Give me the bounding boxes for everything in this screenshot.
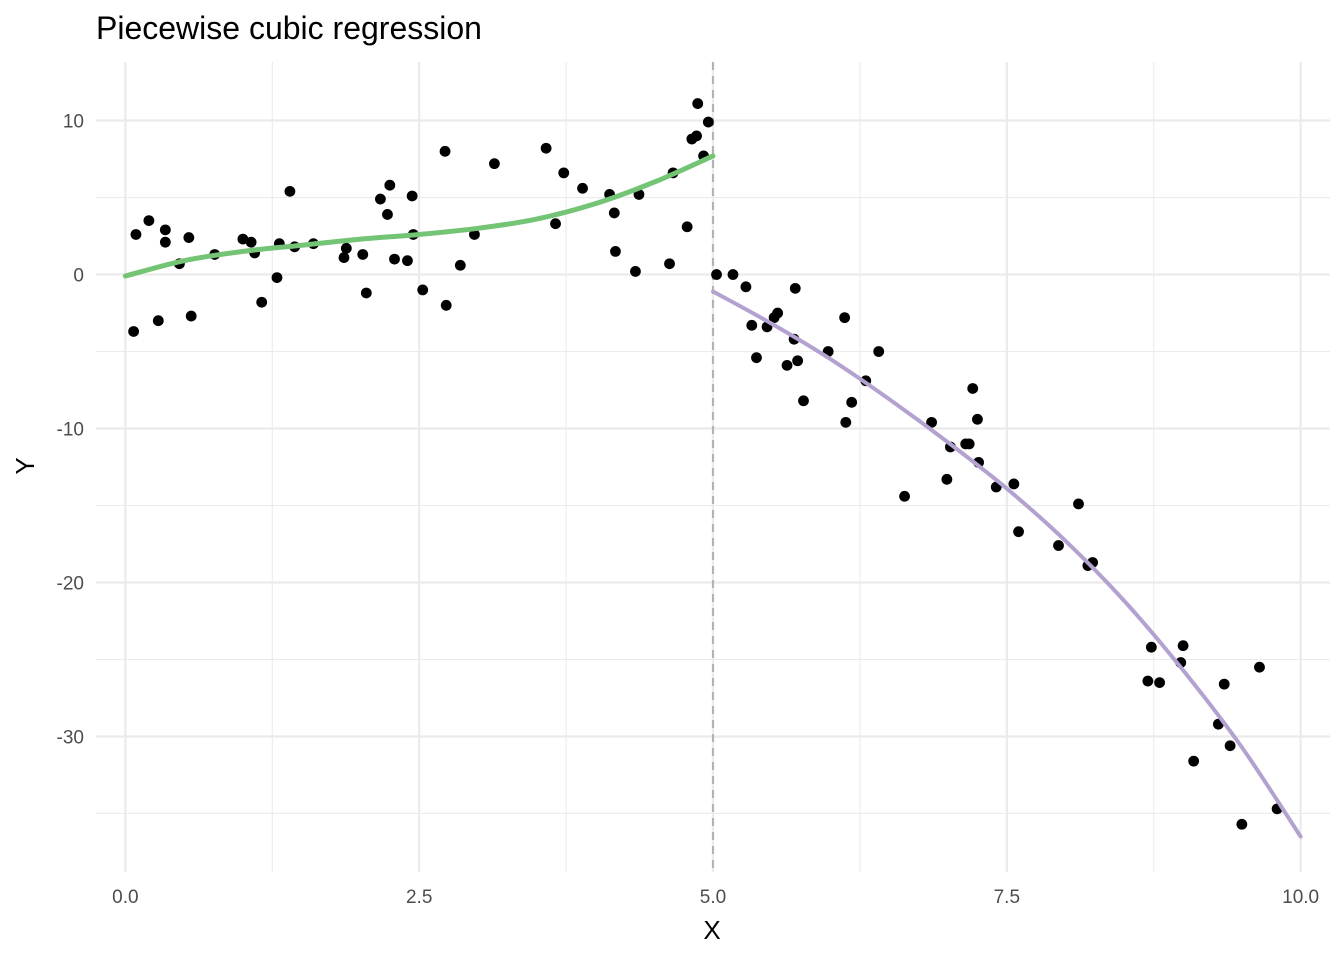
data-points bbox=[128, 98, 1283, 830]
data-point bbox=[1254, 661, 1265, 673]
y-axis-ticks: 10 0 -10 -20 -30 bbox=[57, 112, 84, 749]
x-tick-label: 2.5 bbox=[406, 887, 432, 908]
data-point bbox=[159, 224, 171, 236]
data-point bbox=[681, 221, 693, 233]
x-axis-ticks: 0.0 2.5 5.0 7.5 10.0 bbox=[112, 887, 1319, 908]
y-axis-title: Y bbox=[10, 457, 40, 474]
data-point bbox=[727, 269, 739, 280]
data-point bbox=[711, 269, 722, 280]
x-axis-title: X bbox=[703, 915, 720, 945]
data-point bbox=[873, 346, 885, 357]
data-point bbox=[159, 236, 171, 248]
data-point bbox=[630, 266, 641, 277]
data-point bbox=[789, 282, 801, 294]
data-point bbox=[357, 249, 369, 260]
data-point bbox=[128, 326, 140, 337]
data-point bbox=[798, 395, 809, 407]
data-point bbox=[1224, 740, 1236, 752]
data-point bbox=[664, 258, 675, 270]
data-point bbox=[558, 167, 570, 179]
data-point bbox=[340, 242, 352, 254]
data-point bbox=[577, 182, 588, 194]
data-point bbox=[1154, 677, 1165, 688]
data-point bbox=[130, 229, 142, 240]
data-point bbox=[360, 287, 372, 299]
data-point bbox=[1008, 478, 1020, 490]
data-point bbox=[840, 416, 852, 428]
data-point bbox=[469, 229, 480, 240]
data-point bbox=[382, 209, 393, 220]
data-point bbox=[1145, 641, 1157, 653]
data-point bbox=[692, 98, 704, 109]
data-point bbox=[967, 383, 979, 394]
y-tick-label: 0 bbox=[73, 266, 84, 287]
data-point bbox=[746, 319, 758, 331]
data-point bbox=[1177, 640, 1189, 652]
data-point bbox=[1218, 678, 1230, 690]
data-point bbox=[740, 281, 752, 293]
data-point bbox=[899, 490, 910, 502]
data-point bbox=[338, 252, 350, 263]
data-point bbox=[454, 259, 466, 271]
data-point bbox=[926, 416, 937, 428]
x-tick-label: 0.0 bbox=[112, 887, 138, 908]
data-point bbox=[439, 145, 451, 157]
data-point bbox=[406, 190, 418, 202]
data-point bbox=[237, 233, 249, 245]
data-point bbox=[1073, 498, 1084, 510]
data-point bbox=[846, 396, 858, 408]
x-tick-label: 5.0 bbox=[700, 887, 726, 908]
data-point bbox=[440, 299, 452, 311]
data-point bbox=[941, 473, 953, 485]
data-point bbox=[963, 438, 975, 450]
data-point bbox=[1188, 755, 1200, 767]
data-point bbox=[550, 218, 561, 230]
data-point bbox=[402, 255, 413, 267]
y-tick-label: -10 bbox=[57, 420, 84, 441]
data-point bbox=[1013, 526, 1024, 538]
data-point bbox=[1142, 675, 1154, 687]
data-point bbox=[417, 284, 429, 296]
y-tick-label: 10 bbox=[63, 112, 84, 133]
data-point bbox=[772, 307, 784, 319]
data-point bbox=[751, 352, 762, 364]
chart-title: Piecewise cubic regression bbox=[96, 10, 482, 46]
data-point bbox=[1053, 540, 1064, 551]
left-fit-curve bbox=[122, 153, 716, 279]
y-tick-label: -20 bbox=[57, 573, 84, 594]
data-point bbox=[972, 413, 983, 425]
right-fit-curve bbox=[711, 289, 1303, 839]
data-point bbox=[375, 193, 386, 205]
x-tick-label: 10.0 bbox=[1282, 887, 1319, 908]
data-point bbox=[839, 312, 851, 324]
data-point bbox=[702, 116, 714, 128]
data-point bbox=[389, 253, 400, 265]
data-point bbox=[610, 246, 621, 257]
data-point bbox=[489, 158, 500, 170]
data-point bbox=[245, 236, 257, 248]
data-point bbox=[384, 179, 396, 191]
data-point bbox=[781, 359, 793, 371]
data-point bbox=[256, 296, 268, 308]
y-tick-label: -30 bbox=[57, 727, 84, 748]
data-point bbox=[691, 130, 702, 142]
data-point bbox=[271, 272, 283, 283]
x-tick-label: 7.5 bbox=[994, 887, 1020, 908]
data-point bbox=[152, 315, 164, 327]
data-point bbox=[143, 215, 155, 227]
data-point bbox=[792, 355, 804, 367]
data-point bbox=[185, 310, 197, 322]
data-point bbox=[608, 207, 620, 219]
data-point bbox=[1236, 818, 1248, 830]
data-point bbox=[540, 142, 552, 154]
data-point bbox=[183, 232, 195, 243]
data-point bbox=[284, 185, 296, 197]
